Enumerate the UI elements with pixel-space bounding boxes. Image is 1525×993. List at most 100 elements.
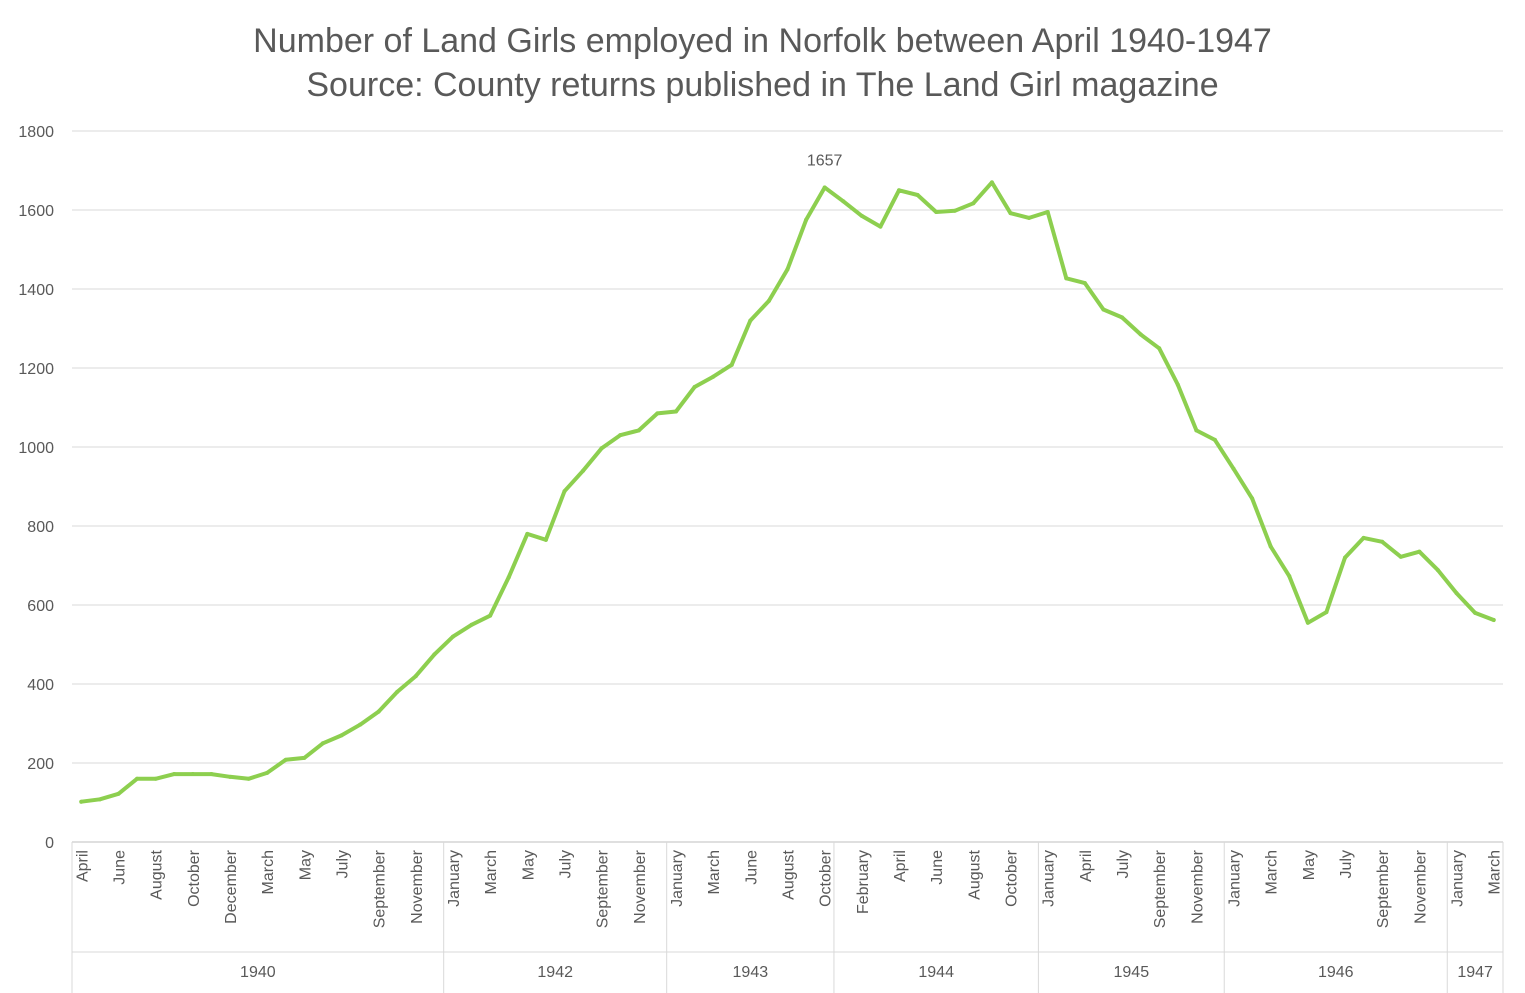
y-tick-label: 1600 — [18, 203, 54, 220]
data-point — [209, 772, 214, 777]
data-point — [1305, 620, 1310, 625]
x-tick-label: January — [669, 850, 686, 907]
data-point — [599, 446, 604, 451]
year-label: 1947 — [1457, 964, 1493, 981]
data-point — [989, 180, 994, 185]
x-tick-label: January — [446, 850, 463, 907]
x-tick-label: September — [1152, 849, 1169, 928]
data-point — [804, 217, 809, 222]
x-tick-label: May — [297, 850, 314, 880]
data-point — [785, 267, 790, 272]
data-point — [729, 362, 734, 367]
data-point — [952, 208, 957, 213]
data-point — [692, 384, 697, 389]
data-point — [1398, 554, 1403, 559]
data-point — [525, 531, 530, 536]
data-point — [1435, 568, 1440, 573]
data-point — [1324, 610, 1329, 615]
data-point — [1380, 539, 1385, 544]
data-point — [450, 634, 455, 639]
data-point — [395, 689, 400, 694]
x-tick-label: September — [595, 849, 612, 928]
x-tick-label: March — [1264, 850, 1281, 894]
data-point — [1361, 535, 1366, 540]
data-point — [1064, 276, 1069, 281]
data-point — [432, 652, 437, 657]
data-point — [562, 489, 567, 494]
chart-title: Number of Land Girls employed in Norfolk… — [253, 22, 1272, 60]
data-point — [1194, 428, 1199, 433]
x-tick-label: April — [892, 850, 909, 882]
y-tick-label: 1200 — [18, 361, 54, 378]
data-point — [543, 537, 548, 542]
data-point — [1491, 618, 1496, 623]
x-tick-label: August — [966, 849, 983, 899]
data-point — [1175, 382, 1180, 387]
x-tick-label: July — [334, 850, 351, 878]
year-label: 1942 — [537, 964, 573, 981]
x-tick-label: September — [372, 849, 389, 928]
data-point — [878, 224, 883, 229]
data-point — [748, 318, 753, 323]
data-point — [172, 772, 177, 777]
x-tick-label: March — [706, 850, 723, 894]
x-tick-label: October — [1004, 849, 1021, 907]
data-point — [859, 213, 864, 218]
data-point — [618, 433, 623, 438]
data-point — [265, 770, 270, 775]
data-point — [469, 622, 474, 627]
data-point — [1343, 555, 1348, 560]
x-tick-label: August — [149, 849, 166, 899]
data-point — [116, 791, 121, 796]
data-point — [1268, 544, 1273, 549]
data-point — [1417, 549, 1422, 554]
data-point — [79, 799, 84, 804]
data-point — [711, 374, 716, 379]
data-point — [376, 709, 381, 714]
data-point — [673, 409, 678, 414]
x-tick-label: December — [223, 849, 240, 923]
data-point — [934, 209, 939, 214]
data-point — [153, 776, 158, 781]
data-point — [1287, 574, 1292, 579]
x-tick-label: June — [743, 850, 760, 885]
x-tick-label: April — [1078, 850, 1095, 882]
x-tick-label: October — [818, 849, 835, 907]
x-tick-label: March — [260, 850, 277, 894]
data-point — [581, 468, 586, 473]
x-tick-label: January — [1041, 850, 1058, 907]
x-tick-label: April — [74, 850, 91, 882]
data-point — [246, 776, 251, 781]
x-tick-label: March — [1487, 850, 1504, 894]
x-tick-label: July — [557, 850, 574, 878]
data-point — [1473, 610, 1478, 615]
year-label: 1946 — [1318, 964, 1354, 981]
data-point — [1250, 496, 1255, 501]
data-point — [488, 613, 493, 618]
x-tick-label: November — [1189, 849, 1206, 923]
data-point — [97, 797, 102, 802]
year-label: 1944 — [918, 964, 954, 981]
x-tick-label: July — [1338, 850, 1355, 878]
x-tick-label: August — [781, 849, 798, 899]
x-tick-label: November — [1412, 849, 1429, 923]
data-point — [1231, 466, 1236, 471]
data-point — [1101, 307, 1106, 312]
data-label: 1657 — [807, 152, 843, 169]
x-tick-label: May — [520, 850, 537, 880]
x-tick-label: March — [483, 850, 500, 894]
x-tick-label: June — [111, 850, 128, 885]
data-point — [320, 741, 325, 746]
data-point — [841, 199, 846, 204]
data-point — [358, 722, 363, 727]
data-point — [302, 755, 307, 760]
data-point — [915, 192, 920, 197]
data-point — [897, 188, 902, 193]
series-line — [79, 180, 1496, 804]
x-tick-label: January — [1450, 850, 1467, 907]
data-point — [636, 428, 641, 433]
data-point — [283, 757, 288, 762]
data-point — [1027, 215, 1032, 220]
